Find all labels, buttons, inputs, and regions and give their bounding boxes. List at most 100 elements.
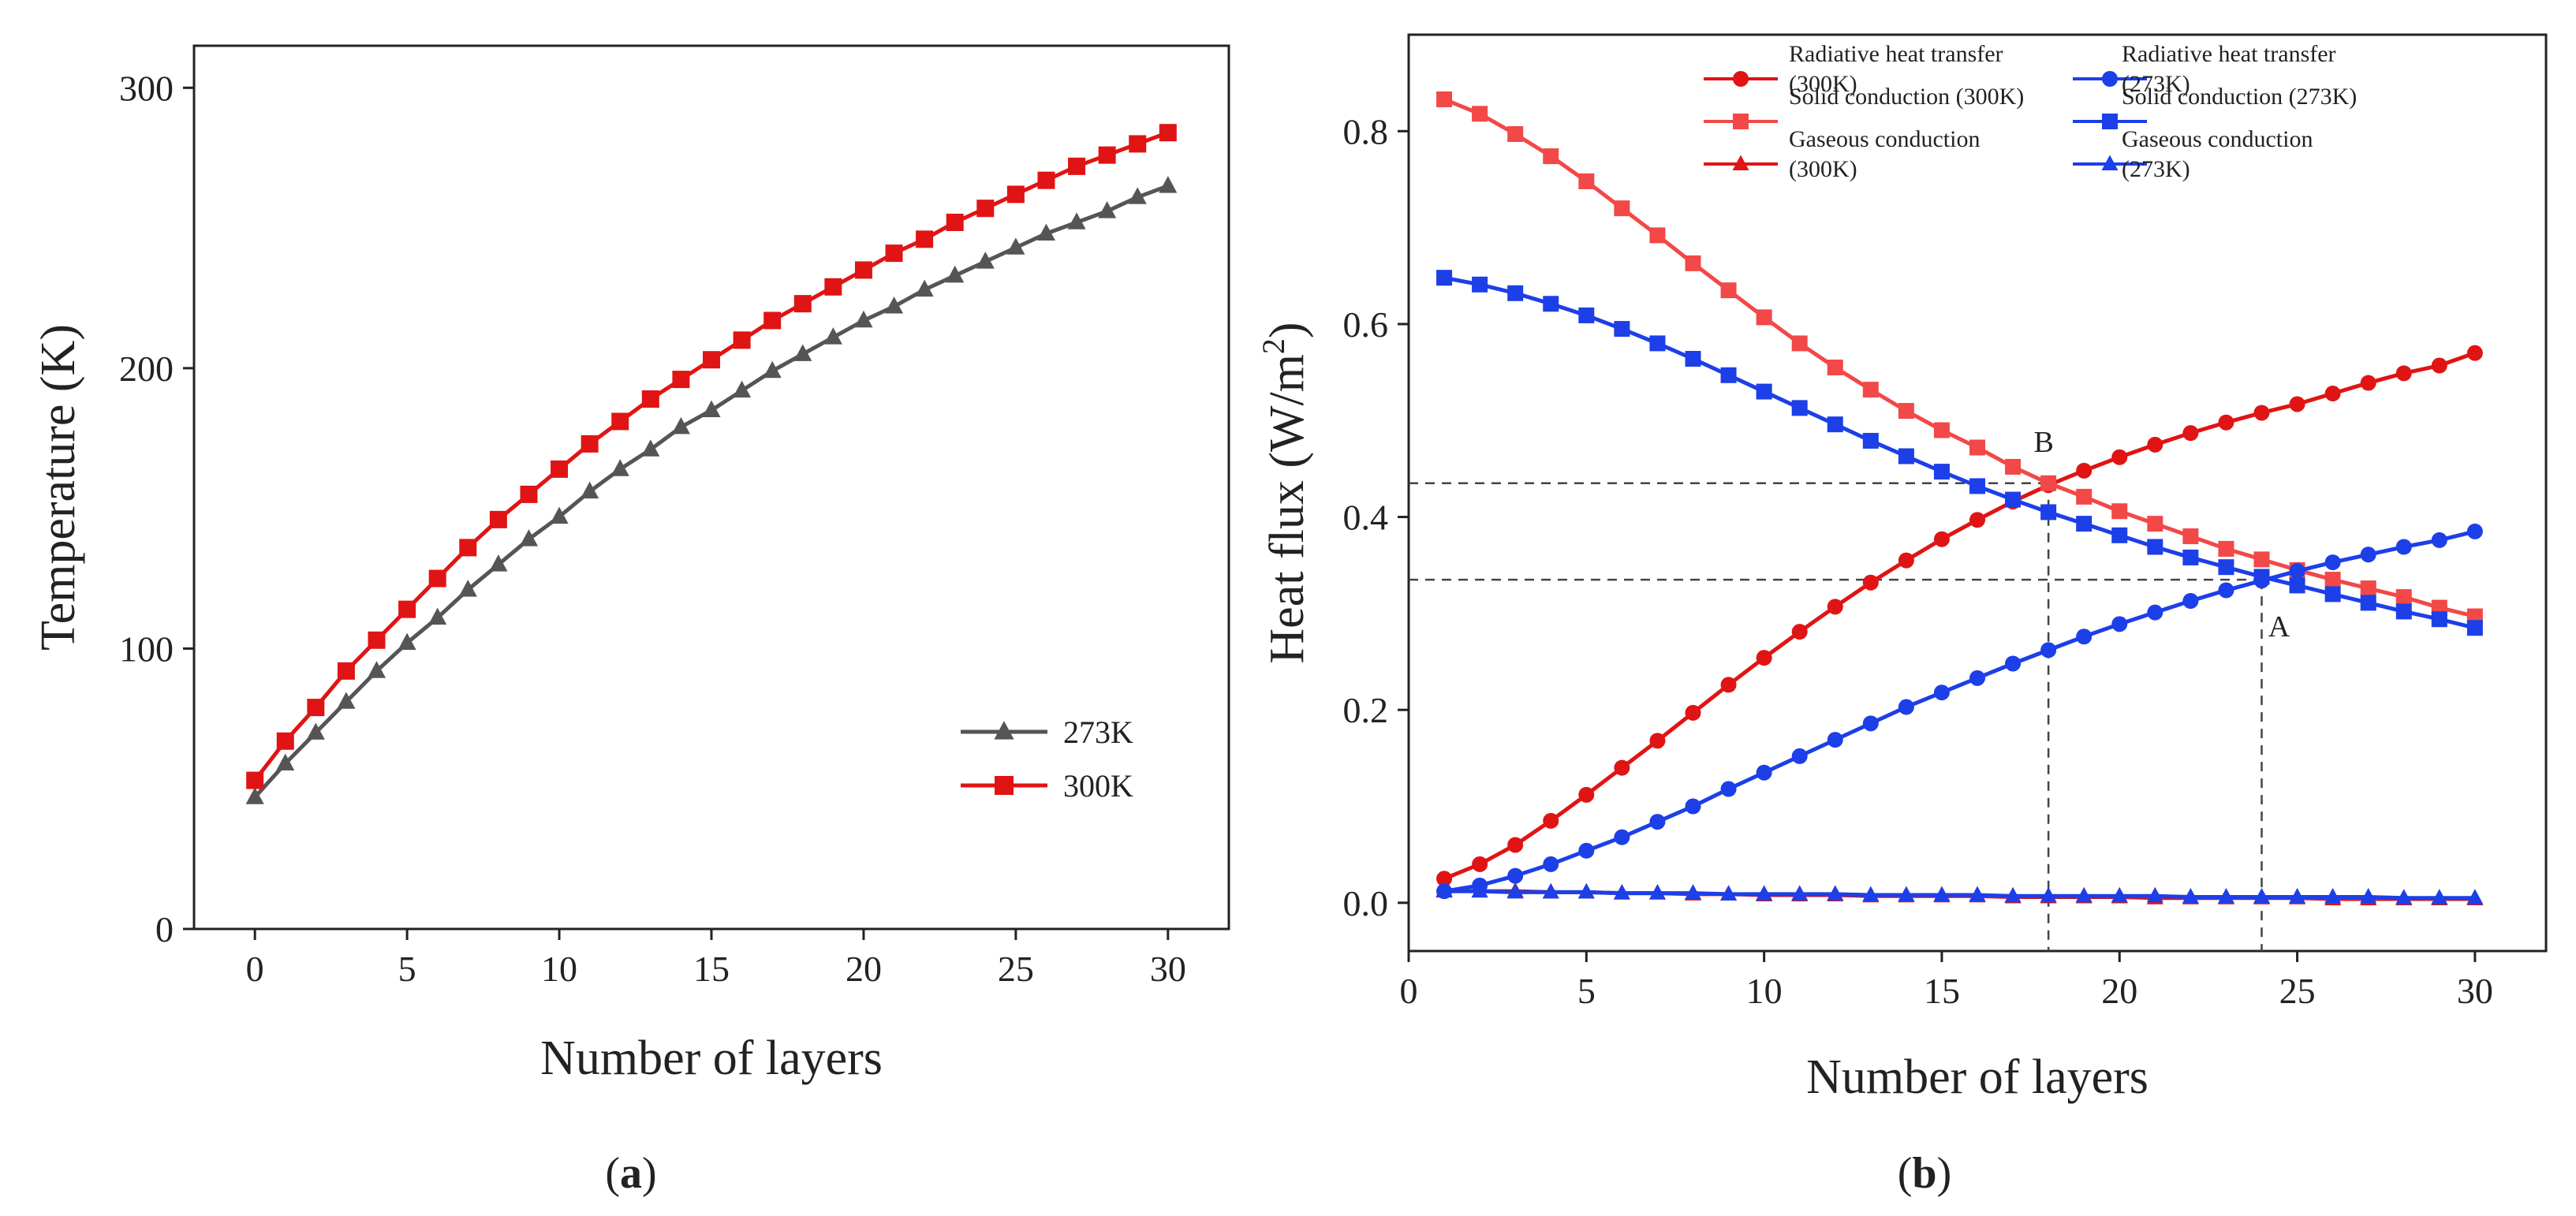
data-point: [2182, 888, 2199, 904]
data-point: [2466, 889, 2484, 905]
data-point: [1685, 255, 1701, 271]
data-point: [2395, 539, 2412, 555]
x-tick-label: 30: [2457, 971, 2493, 1011]
legend-item: Gaseous conduction (300K): [1704, 126, 1980, 182]
data-point: [854, 310, 873, 328]
series-line: [1444, 889, 2475, 901]
data-point: [458, 580, 477, 597]
legend: Radiative heat transfer(300K)Solid condu…: [1704, 41, 2357, 182]
y-tick-label: 0: [155, 909, 174, 949]
series-300k: [246, 124, 1177, 789]
data-point: [885, 244, 903, 263]
data-point: [1969, 478, 1985, 494]
series-line: [1443, 351, 2476, 881]
data-point: [733, 380, 752, 398]
data-point: [1720, 367, 1737, 383]
legend-item: Solid conduction (300K): [1704, 84, 2024, 129]
data-point: [2218, 540, 2234, 557]
data-point: [1128, 187, 1147, 204]
data-point: [1862, 715, 1879, 732]
data-point: [1614, 200, 1630, 217]
data-point: [2289, 396, 2305, 412]
data-point: [1507, 837, 1524, 853]
data-point: [1543, 856, 1559, 872]
legend-label-line: (273K): [2122, 71, 2190, 97]
data-point: [550, 506, 569, 524]
x-tick-label: 20: [846, 949, 882, 989]
data-point: [1898, 886, 1915, 902]
data-point: [2289, 563, 2305, 580]
data-point: [2111, 449, 2128, 465]
legend-label-line: Solid conduction (273K): [2122, 84, 2357, 110]
data-point: [1933, 531, 1950, 547]
data-point: [1649, 227, 1666, 244]
data-point: [551, 460, 569, 478]
legend-item: Radiative heat transfer (300K): [1704, 41, 2003, 97]
series-radiative-heat-transfer-273k: [1436, 523, 2483, 900]
data-point: [519, 529, 539, 546]
data-point: [2005, 655, 2022, 672]
panel-label-letter: a: [620, 1149, 642, 1198]
data-point: [1791, 885, 1809, 901]
x-tick-label: 0: [1400, 971, 1418, 1011]
data-point: [733, 331, 751, 349]
legend-label-line: Gaseous conduction: [2122, 126, 2313, 152]
y-tick-label: 0.4: [1343, 498, 1389, 538]
data-point: [2431, 611, 2447, 628]
data-point: [2324, 554, 2341, 571]
data-point: [307, 699, 325, 717]
data-point: [1685, 798, 1701, 815]
data-point: [1471, 882, 1488, 898]
legend-swatch-marker: [1733, 71, 1749, 87]
data-point: [489, 554, 508, 572]
y-tick-label: 0.0: [1343, 883, 1389, 923]
data-point: [1159, 124, 1177, 142]
data-point: [2360, 580, 2376, 597]
y-tick-label: 300: [119, 68, 174, 108]
data-point: [1436, 270, 1453, 286]
data-point: [1578, 173, 1595, 189]
data-point: [1898, 448, 1914, 464]
data-point: [2111, 527, 2128, 543]
data-point: [2005, 491, 2022, 508]
data-point: [459, 539, 477, 557]
data-point: [1756, 650, 1772, 666]
data-point: [581, 435, 599, 453]
y-tick-label: 200: [119, 349, 174, 389]
data-point: [2146, 886, 2163, 903]
legend-item: 300K: [961, 768, 1133, 804]
data-point: [611, 412, 629, 431]
legend-label-line: Radiative heat transfer: [2122, 41, 2336, 67]
data-point: [1436, 91, 1453, 107]
data-point: [1098, 201, 1117, 218]
x-tick-label: 20: [2101, 971, 2137, 1011]
data-point: [1472, 106, 1488, 122]
legend-item: Solid conduction (273K): [2073, 84, 2357, 129]
panel-label-open: (: [1898, 1149, 1913, 1198]
data-point: [398, 600, 416, 618]
x-tick-label: 30: [1150, 949, 1186, 989]
data-point: [1649, 335, 1666, 352]
data-point: [641, 390, 659, 408]
data-point: [702, 400, 721, 418]
data-point: [1827, 732, 1843, 748]
legend-label-line: (300K): [1789, 156, 1857, 182]
data-point: [976, 252, 995, 269]
data-point: [337, 692, 356, 709]
data-point: [854, 261, 872, 279]
data-point: [884, 297, 904, 314]
data-point: [763, 311, 782, 330]
x-axis-title: Number of layers: [1806, 1050, 2149, 1104]
data-point: [1720, 781, 1737, 797]
data-point: [1969, 512, 1985, 528]
legend-swatch-marker: [2102, 71, 2118, 87]
data-point: [1543, 812, 1559, 829]
data-point: [763, 360, 782, 379]
data-point: [2360, 595, 2376, 611]
data-point: [1756, 383, 1772, 400]
data-point: [1129, 135, 1147, 153]
data-point: [1969, 670, 1985, 686]
data-point: [2218, 582, 2234, 599]
